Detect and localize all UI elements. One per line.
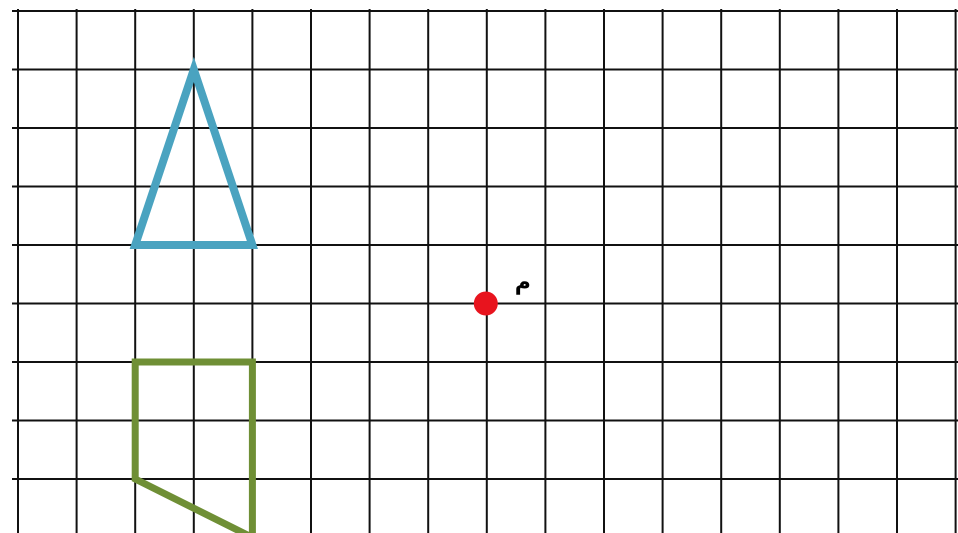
blue-triangle [129,56,258,249]
center-point-label: م [515,271,531,296]
grid [12,9,958,533]
center-point-dot [473,291,498,316]
green-quadrilateral [131,358,256,533]
